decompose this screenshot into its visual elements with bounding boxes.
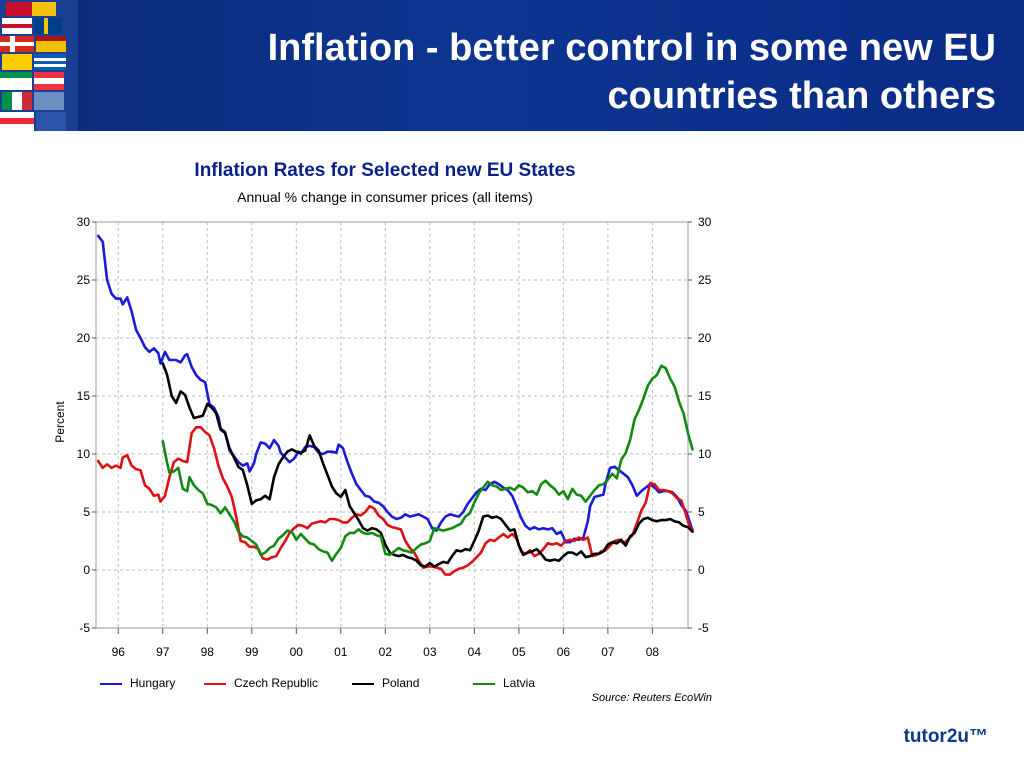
y-tick-label-left: 10 bbox=[77, 447, 91, 461]
slide-header: Inflation - better control in some new E… bbox=[0, 0, 1024, 131]
slide-title-line2: countries than others bbox=[607, 75, 997, 117]
legend-swatch bbox=[100, 683, 122, 685]
y-tick-label-right: -5 bbox=[698, 621, 709, 635]
legend-swatch bbox=[352, 683, 374, 685]
y-tick-label-right: 5 bbox=[698, 505, 705, 519]
x-tick-label: 97 bbox=[156, 645, 170, 659]
y-tick-label-right: 15 bbox=[698, 389, 712, 403]
y-tick-label-left: -5 bbox=[79, 621, 90, 635]
x-tick-label: 06 bbox=[557, 645, 571, 659]
chart-source: Source: Reuters EcoWin bbox=[591, 692, 712, 704]
y-tick-label-right: 25 bbox=[698, 273, 712, 287]
x-tick-label: 99 bbox=[245, 645, 259, 659]
y-tick-label-right: 0 bbox=[698, 563, 705, 577]
series-line-czech-republic bbox=[96, 426, 694, 576]
series-line-latvia bbox=[161, 364, 694, 562]
legend-label: Hungary bbox=[130, 676, 176, 690]
x-tick-label: 00 bbox=[290, 645, 304, 659]
plot-area bbox=[95, 221, 689, 629]
y-tick-label-left: 5 bbox=[83, 505, 90, 519]
slide-title-line1: Inflation - better control in some new E… bbox=[267, 27, 996, 69]
flags-graphic bbox=[0, 0, 78, 131]
legend-swatch bbox=[473, 683, 495, 685]
x-tick-label: 03 bbox=[423, 645, 437, 659]
y-tick-label-right: 20 bbox=[698, 331, 712, 345]
eu-flags-image bbox=[0, 0, 78, 131]
x-tick-label: 05 bbox=[512, 645, 526, 659]
x-tick-label: 98 bbox=[201, 645, 215, 659]
y-tick-label-left: 25 bbox=[77, 273, 91, 287]
legend-label: Poland bbox=[382, 676, 420, 690]
y-tick-label-left: 20 bbox=[77, 331, 91, 345]
x-tick-label: 96 bbox=[112, 645, 126, 659]
x-tick-label: 01 bbox=[334, 645, 348, 659]
x-tick-label: 02 bbox=[379, 645, 393, 659]
y-tick-label-right: 10 bbox=[698, 447, 712, 461]
y-tick-label-left: 0 bbox=[83, 563, 90, 577]
legend-label: Czech Republic bbox=[234, 676, 319, 690]
brand-logo-text: tutor2u™ bbox=[903, 726, 988, 747]
y-axis-label: Percent bbox=[53, 401, 67, 443]
chart-subtitle: Annual % change in consumer prices (all … bbox=[237, 189, 533, 205]
legend-swatch bbox=[204, 683, 226, 685]
series-line-poland bbox=[161, 362, 694, 568]
legend-label: Latvia bbox=[503, 676, 536, 690]
x-tick-label: 07 bbox=[601, 645, 615, 659]
y-tick-label-right: 30 bbox=[698, 215, 712, 229]
slide-title: Inflation - better control in some new E… bbox=[96, 24, 996, 120]
chart-title: Inflation Rates for Selected new EU Stat… bbox=[194, 160, 576, 181]
x-tick-label: 08 bbox=[646, 645, 660, 659]
series-line-hungary bbox=[96, 234, 694, 544]
y-tick-label-left: 15 bbox=[77, 389, 91, 403]
y-tick-label-left: 30 bbox=[77, 215, 91, 229]
x-tick-label: 04 bbox=[468, 645, 482, 659]
